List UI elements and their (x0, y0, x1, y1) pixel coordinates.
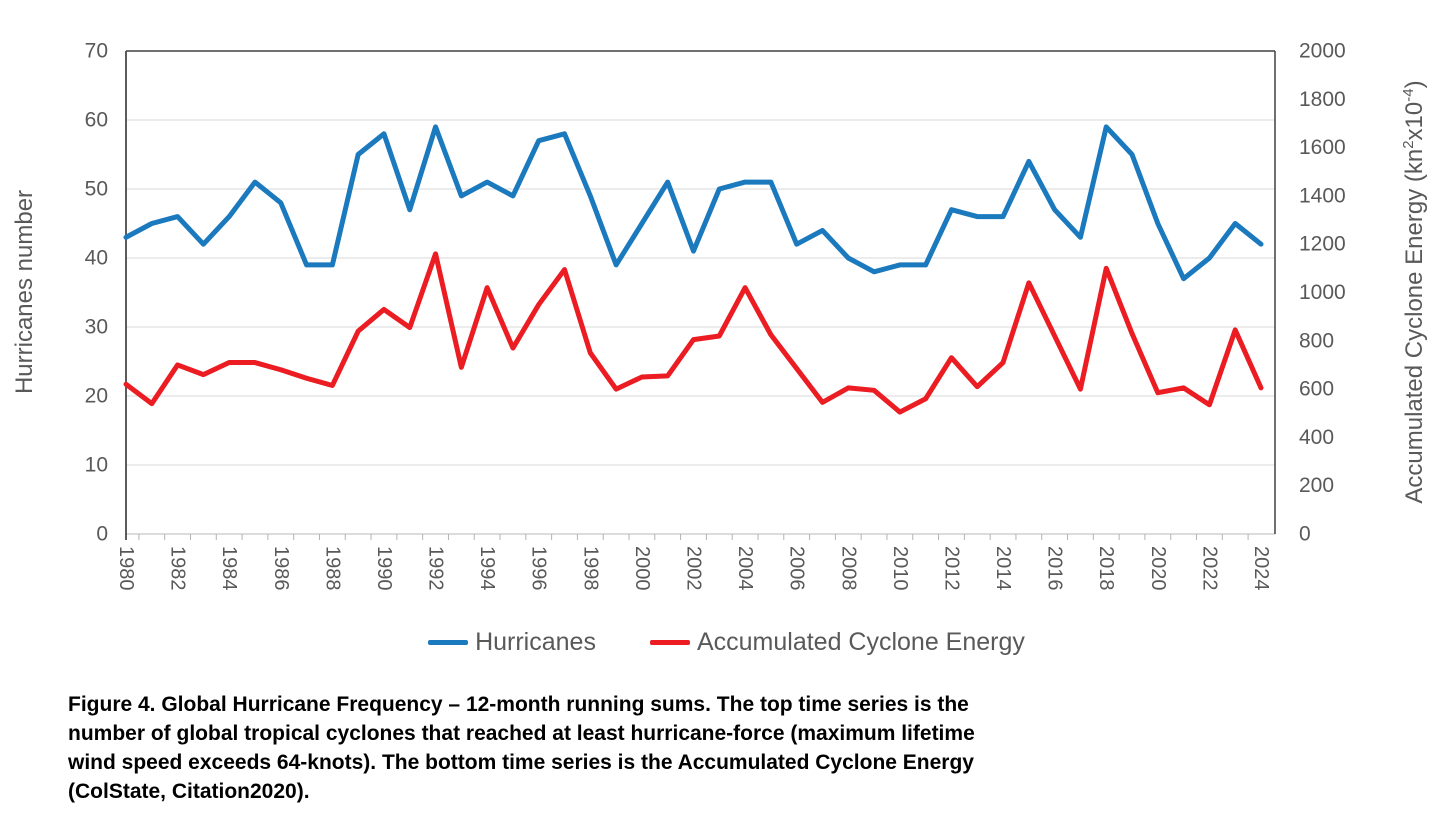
caption-line: (ColState, Citation2020). (68, 780, 310, 803)
x-axis-tick-label: 2010 (889, 546, 911, 591)
caption-line: number of global tropical cyclones that … (68, 722, 975, 745)
x-axis-tick-label: 1992 (425, 546, 447, 591)
hurricane-ace-chart: 0 10 20 30 40 50 60 70 0 200 400 600 800 1000 1200 1400… (11, 40, 1428, 591)
hurricanes-series-line (123, 124, 1264, 282)
caption-line: wind speed exceeds 64-knots). The bottom… (68, 751, 974, 774)
legend: Hurricanes Accumulated Cyclone Energy (0, 620, 1453, 664)
x-axis-tick-label: 1990 (373, 546, 395, 591)
x-axis-tick-label: 2012 (940, 546, 962, 591)
right-axis-tick-label: 200 (1299, 474, 1334, 497)
right-axis-tick-label: 1800 (1299, 88, 1346, 111)
left-axis-tick-label: 50 (85, 178, 108, 201)
left-axis-tick-label: 0 (96, 523, 108, 546)
x-axis-tick-label: 2002 (683, 546, 705, 591)
right-axis-tick-label: 2000 (1299, 40, 1346, 63)
left-axis-tick-label: 30 (85, 316, 108, 339)
x-axis-tick-label: 1988 (321, 546, 343, 591)
x-axis-tick-label: 2014 (992, 546, 1014, 591)
right-axis-tick-label: 400 (1299, 426, 1334, 449)
caption-line: Figure 4. Global Hurricane Frequency – 1… (68, 693, 969, 716)
plot-area: 0 10 20 30 40 50 60 70 0 200 400 600 800 1000 1200 1400… (85, 40, 1346, 591)
x-axis-tick-label: 2006 (786, 546, 808, 591)
legend-label-hurricanes: Hurricanes (475, 627, 596, 656)
right-axis-tick-label: 600 (1299, 378, 1334, 401)
x-axis-tick-label: 2004 (734, 546, 756, 591)
left-axis-tick-label: 60 (85, 109, 108, 132)
hurricanes-line-swatch-icon (428, 639, 469, 645)
left-axis-tick-label: 40 (85, 247, 108, 270)
x-axis-tick-label: 2024 (1250, 546, 1272, 591)
figure-caption: Figure 4. Global Hurricane Frequency – 1… (68, 690, 1268, 806)
x-axis-tick-label: 1980 (115, 546, 137, 591)
right-axis-title: Accumulated Cyclone Energy (kn2x10-4) (1400, 80, 1428, 503)
legend-item-ace: Accumulated Cyclone Energy (649, 627, 1025, 657)
right-axis-tick-label: 1000 (1299, 281, 1346, 304)
left-axis-tick-label: 70 (85, 40, 108, 63)
right-axis-tick-label: 1600 (1299, 136, 1346, 159)
x-axis-tick-label: 2000 (631, 546, 653, 591)
legend-item-hurricanes: Hurricanes (428, 628, 596, 657)
left-axis-title: Hurricanes number (11, 190, 38, 394)
legend-label-ace: Accumulated Cyclone Energy (696, 627, 1025, 656)
x-axis-tick-label: 1994 (476, 546, 498, 591)
x-axis-tick-label: 1982 (167, 546, 189, 591)
right-axis-tick-label: 1400 (1299, 184, 1346, 207)
x-axis-tick-label: 2016 (1044, 546, 1066, 591)
x-axis-tick-label: 2020 (1147, 546, 1169, 591)
x-axis-tick-label: 1996 (528, 546, 550, 591)
ace-series-line (123, 251, 1264, 415)
x-axis-tick-label: 1986 (270, 546, 292, 591)
ace-line-swatch-icon (649, 639, 690, 645)
right-axis-tick-label: 800 (1299, 329, 1334, 352)
right-axis-tick-label: 1200 (1299, 233, 1346, 256)
right-axis-tick-label: 0 (1299, 523, 1311, 546)
left-axis-tick-label: 20 (85, 385, 108, 408)
x-axis-tick-label: 1998 (579, 546, 601, 591)
x-axis-tick-label: 2018 (1095, 546, 1117, 591)
left-axis-tick-label: 10 (85, 454, 108, 477)
x-axis-tick-label: 2022 (1198, 546, 1220, 591)
x-axis-tick-label: 1984 (218, 546, 240, 591)
x-axis-tick-label: 2008 (837, 546, 859, 591)
